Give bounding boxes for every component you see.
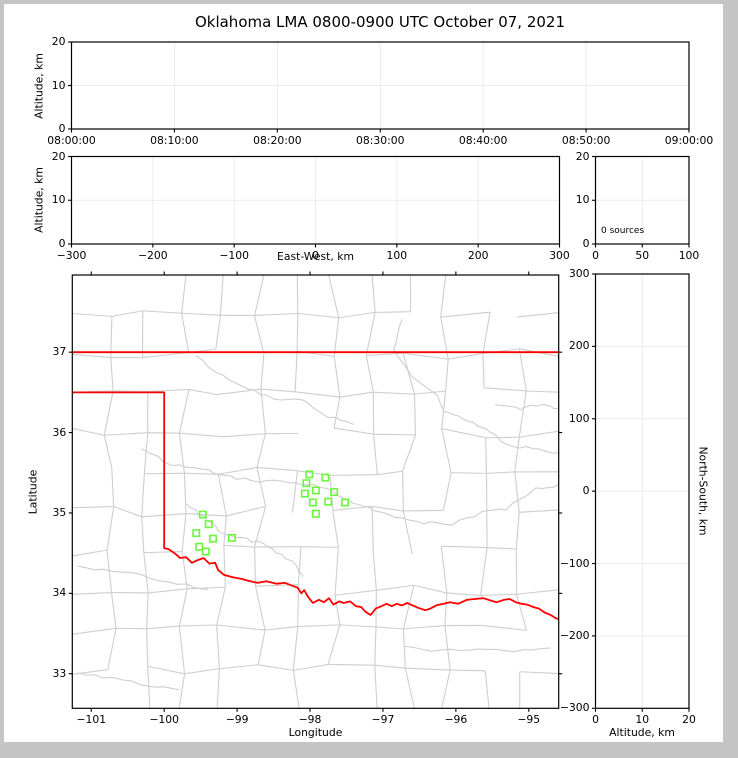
plan-view-map-panel-ytick-label: 33: [52, 666, 67, 680]
time-altitude-panel-ytick-label: 0: [58, 122, 66, 135]
east-west-altitude-panel-xtick-label: 0: [312, 248, 319, 262]
time-altitude-panel-xtick-label: 08:30:00: [356, 133, 405, 147]
north-south-altitude-panel-xtick-label: 20: [682, 712, 696, 726]
time-altitude-panel-xtick-label: 08:40:00: [458, 133, 508, 147]
east-west-altitude-panel-xtick-label: 300: [549, 248, 570, 262]
plan-view-map-panel-ytick-label: 35: [52, 505, 67, 519]
plan-view-map-panel-xtick-label: −95: [517, 712, 541, 726]
plan-view-map-panel-ytick-label: 37: [52, 345, 67, 359]
plan-view-map-panel-xtick-label: −98: [298, 712, 322, 726]
north-south-altitude-panel-xtick-label: 10: [635, 712, 650, 726]
north-south-altitude-panel-ytick-label: −200: [559, 628, 590, 642]
lma-station-marker: [228, 533, 237, 542]
altitude-histogram-panel-xtick-label: 100: [678, 248, 700, 262]
time-altitude-panel-xtick-label: 08:00:00: [47, 133, 96, 147]
lma-station-marker: [311, 509, 320, 518]
ns-panel-xlabel: Altitude, km: [609, 726, 675, 739]
lma-station-marker: [201, 547, 210, 556]
lma-station-marker: [324, 497, 333, 506]
lma-station-marker: [204, 520, 213, 529]
north-south-altitude-panel-ytick-label: −300: [559, 701, 590, 715]
river-line: [77, 565, 208, 590]
altitude-histogram-panel-ytick-label: 10: [575, 193, 590, 207]
east-west-altitude-panel-ytick-label: 10: [51, 193, 66, 207]
north-south-altitude-panel-ytick-label: 200: [568, 339, 590, 353]
ns-panel-ylabel: North-South, km: [696, 446, 710, 536]
river-line: [195, 355, 355, 426]
time-altitude-panel-ytick-label: 10: [51, 78, 66, 92]
lma-station-marker: [195, 542, 204, 551]
plan-view-map-panel-xtick-label: −96: [444, 712, 468, 726]
lma-station-marker: [302, 479, 311, 488]
lma-station-marker: [330, 488, 339, 497]
altitude-histogram-panel-ytick-label: 0: [582, 237, 590, 250]
lma-station-marker: [209, 534, 218, 543]
north-south-altitude-panel-ytick-label: 300: [568, 267, 590, 280]
time-altitude-panel-xtick-label: 09:00:00: [664, 133, 714, 147]
east-west-altitude-panel-ytick-label: 0: [58, 237, 66, 250]
north-south-altitude-panel-xtick-label: 0: [592, 712, 599, 726]
lma-station-marker: [321, 473, 330, 482]
east-west-altitude-panel-ytick-label: 20: [51, 149, 66, 163]
river-line: [404, 645, 551, 653]
time-altitude-panel-ytick-label: 20: [51, 35, 66, 48]
lma-station-marker: [198, 510, 207, 519]
plan-view-map-panel-xtick-label: −99: [225, 712, 249, 726]
ew-panel-xlabel: East-West, km: [277, 250, 354, 263]
plan-view-map-panel-xtick-label: −100: [149, 712, 179, 726]
altitude-histogram-panel-ytick-label: 20: [575, 149, 590, 163]
river-line: [141, 448, 559, 526]
altitude-histogram-panel-xtick-label: 0: [592, 248, 599, 262]
lma-station-marker: [300, 489, 309, 498]
east-west-altitude-panel-xtick-label: −300: [56, 248, 87, 262]
map-panel-xlabel: Longitude: [288, 726, 343, 739]
lma-station-marker: [311, 486, 320, 495]
plan-view-map-panel-ytick-label: 36: [52, 425, 67, 439]
east-west-altitude-panel-xtick-label: −200: [138, 248, 168, 262]
plan-view-map-panel-border: [71, 274, 560, 709]
east-west-altitude-panel-xtick-label: 200: [467, 248, 489, 262]
plan-view-map-panel-xtick-label: −97: [371, 712, 395, 726]
north-south-altitude-panel-ytick-label: 0: [582, 484, 590, 498]
plan-view-map-panel-xtick-label: −101: [76, 712, 107, 726]
north-south-altitude-panel-ytick-label: 100: [568, 411, 590, 425]
north-south-altitude-panel-ytick-label: −100: [559, 556, 590, 570]
histogram-sources-annotation: 0 sources: [601, 226, 645, 236]
state-border-west-south: [72, 391, 559, 620]
river-line: [186, 503, 304, 578]
lma-station-marker: [192, 529, 201, 538]
lma-station-marker: [305, 470, 314, 479]
east-west-altitude-panel-xtick-label: −100: [219, 248, 249, 262]
east-west-altitude-panel-xtick-label: 100: [386, 248, 408, 262]
river-line: [393, 319, 559, 454]
lma-station-marker: [308, 498, 317, 507]
figure-canvas: [4, 4, 723, 742]
lma-station-marker: [341, 498, 350, 507]
map-layer: [72, 275, 559, 709]
river-line: [495, 403, 559, 411]
time-altitude-panel-xtick-label: 08:50:00: [561, 133, 611, 147]
plan-view-map-panel-ytick-label: 34: [52, 586, 67, 600]
time-altitude-panel-xtick-label: 08:20:00: [253, 133, 302, 147]
altitude-histogram-panel-xtick-label: 50: [635, 248, 650, 262]
river-line: [77, 672, 179, 691]
time-altitude-panel-xtick-label: 08:10:00: [150, 133, 199, 147]
figure-title: Oklahoma LMA 0800-0900 UTC October 07, 2…: [194, 13, 566, 31]
